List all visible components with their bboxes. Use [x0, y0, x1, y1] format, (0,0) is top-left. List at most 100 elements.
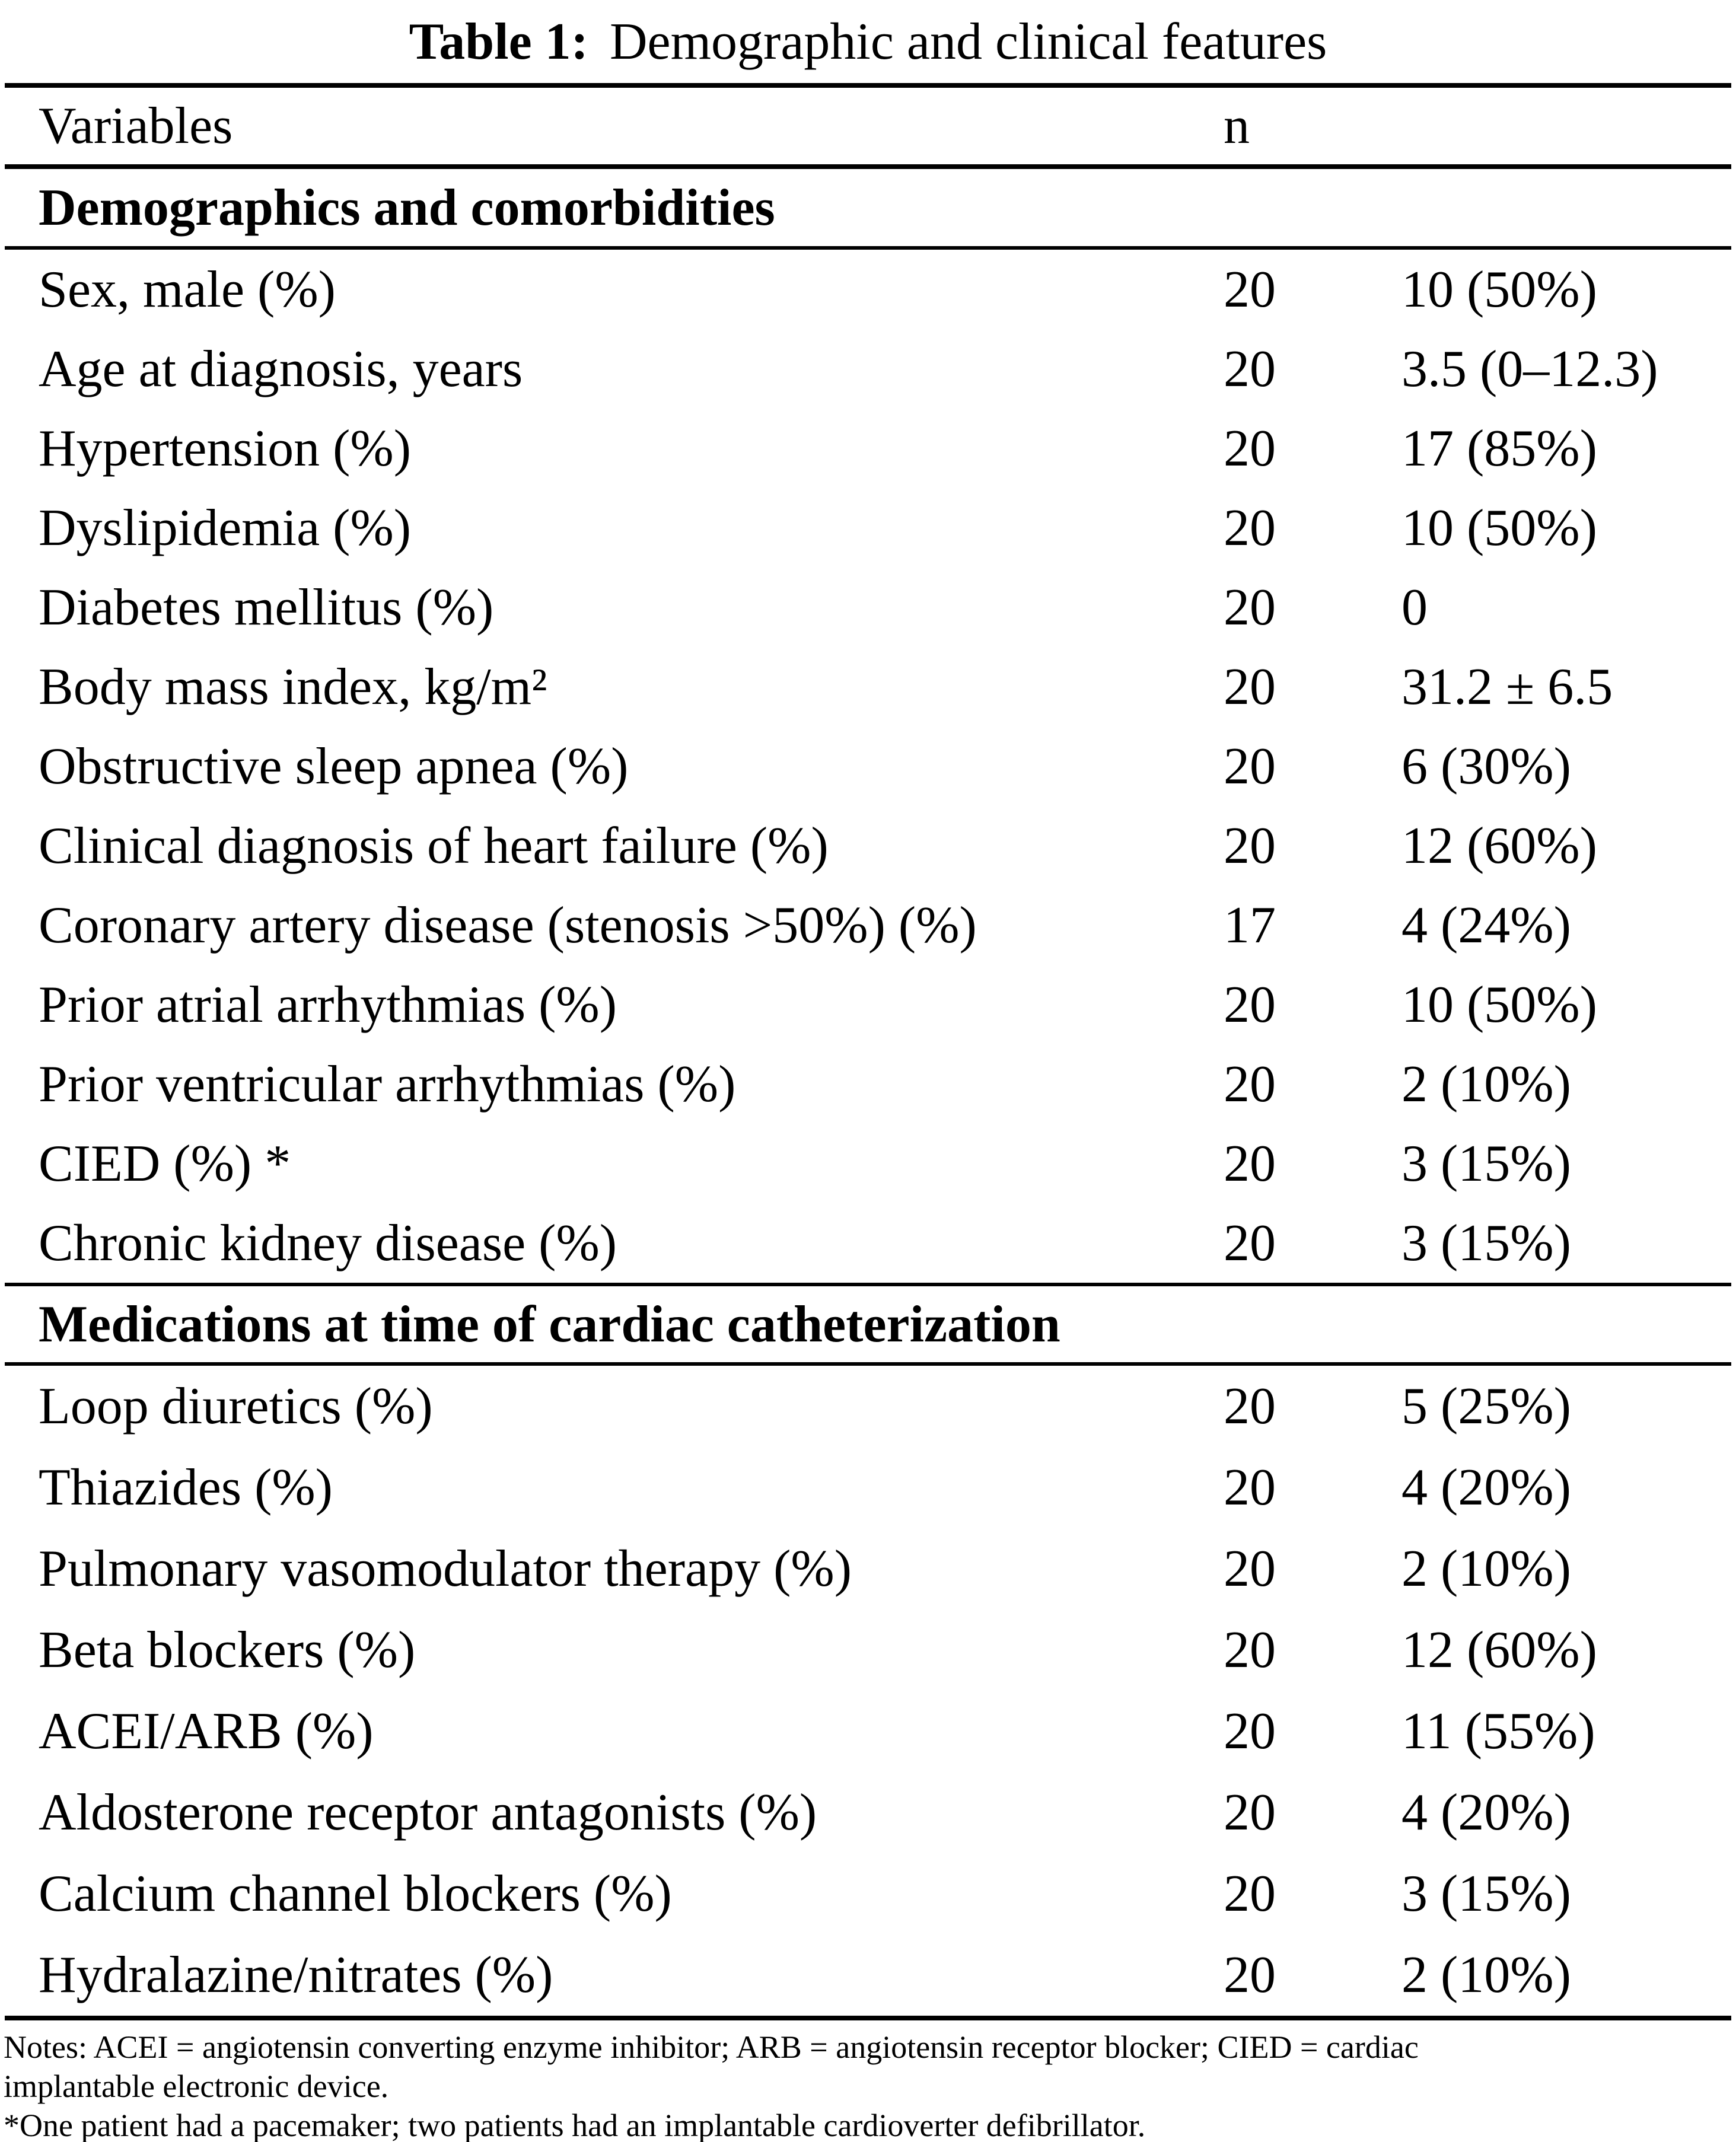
row-n: 20: [1224, 817, 1276, 875]
row-n: 20: [1224, 578, 1276, 636]
row-n: 20: [1224, 737, 1276, 795]
row-value: 5 (25%): [1401, 1378, 1571, 1435]
row-label: ACEI/ARB (%): [39, 1703, 374, 1760]
row-value: 4 (20%): [1401, 1459, 1571, 1516]
row-label: Beta blockers (%): [39, 1621, 416, 1679]
row-value: 4 (20%): [1401, 1784, 1571, 1841]
column-header-row: Variables n: [0, 88, 1736, 164]
row-label: Prior atrial arrhythmias (%): [39, 976, 617, 1034]
row-n: 20: [1224, 499, 1276, 557]
rule-below-header: [5, 164, 1731, 169]
row-label: Calcium channel blockers (%): [39, 1865, 672, 1923]
table-row: Sex, male (%) 20 10 (50%): [0, 250, 1736, 329]
table-title-text: Demographic and clinical features: [609, 12, 1327, 71]
note-line: implantable electronic device.: [4, 2068, 389, 2104]
row-n: 20: [1224, 976, 1276, 1034]
table-row: Obstructive sleep apnea (%) 20 6 (30%): [0, 726, 1736, 806]
table-row: Hypertension (%) 20 17 (85%): [0, 409, 1736, 488]
row-label: Loop diuretics (%): [39, 1378, 433, 1435]
rule-bottom: [5, 2016, 1731, 2020]
row-label: Diabetes mellitus (%): [39, 578, 494, 636]
row-n: 20: [1224, 419, 1276, 477]
note-line: *One patient had a pacemaker; two patien…: [4, 2108, 1146, 2142]
row-label: Dyslipidemia (%): [39, 499, 412, 557]
rule-above-medications-header: [5, 1283, 1731, 1286]
table-row: Calcium channel blockers (%) 20 3 (15%): [0, 1853, 1736, 1934]
note-line: Notes: ACEI = angiotensin converting enz…: [4, 2029, 1419, 2065]
row-value: 10 (50%): [1401, 499, 1597, 557]
row-value: 10 (50%): [1401, 976, 1597, 1034]
row-n: 20: [1224, 1946, 1276, 2004]
section-header-medications: Medications at time of cardiac catheteri…: [39, 1295, 1060, 1353]
row-n: 20: [1224, 1134, 1276, 1193]
row-value: 3 (15%): [1401, 1134, 1571, 1193]
row-value: 12 (60%): [1401, 1621, 1597, 1679]
row-value: 3 (15%): [1401, 1214, 1571, 1272]
row-label: Obstructive sleep apnea (%): [39, 737, 629, 795]
table-row: Age at diagnosis, years 20 3.5 (0–12.3): [0, 329, 1736, 409]
table-row: Beta blockers (%) 20 12 (60%): [0, 1609, 1736, 1691]
rule-top: [5, 83, 1731, 88]
row-value: 17 (85%): [1401, 419, 1597, 477]
table-row: Coronary artery disease (stenosis >50%) …: [0, 885, 1736, 965]
row-value: 2 (10%): [1401, 1946, 1571, 2004]
row-n: 20: [1224, 1621, 1276, 1679]
table-row: Body mass index, kg/m² 20 31.2 ± 6.5: [0, 647, 1736, 726]
row-label: Body mass index, kg/m²: [39, 658, 547, 716]
table-notes: Notes: ACEI = angiotensin converting enz…: [0, 2020, 1736, 2142]
row-label: CIED (%) *: [39, 1134, 291, 1193]
row-label: Hypertension (%): [39, 419, 412, 477]
row-n: 17: [1224, 896, 1276, 954]
row-label: Pulmonary vasomodulator therapy (%): [39, 1540, 852, 1598]
row-label: Prior ventricular arrhythmias (%): [39, 1055, 736, 1113]
rule-below-demographics-header: [5, 246, 1731, 250]
row-n: 20: [1224, 1459, 1276, 1516]
table-row: Pulmonary vasomodulator therapy (%) 20 2…: [0, 1528, 1736, 1609]
row-n: 20: [1224, 1703, 1276, 1760]
section-row-demographics: Demographics and comorbidities: [0, 169, 1736, 246]
row-n: 20: [1224, 1214, 1276, 1272]
row-value: 31.2 ± 6.5: [1401, 658, 1613, 716]
row-n: 20: [1224, 1784, 1276, 1841]
row-n: 20: [1224, 1865, 1276, 1923]
column-header-variables: Variables: [39, 97, 233, 155]
section-row-medications: Medications at time of cardiac catheteri…: [0, 1286, 1736, 1362]
row-label: Age at diagnosis, years: [39, 340, 523, 398]
table-row: Prior atrial arrhythmias (%) 20 10 (50%): [0, 965, 1736, 1044]
table-row: Prior ventricular arrhythmias (%) 20 2 (…: [0, 1044, 1736, 1124]
row-value: 10 (50%): [1401, 260, 1597, 318]
table-row: Loop diuretics (%) 20 5 (25%): [0, 1366, 1736, 1447]
row-label: Clinical diagnosis of heart failure (%): [39, 817, 829, 875]
column-header-n: n: [1224, 97, 1250, 155]
row-value: 2 (10%): [1401, 1055, 1571, 1113]
table-row: Clinical diagnosis of heart failure (%) …: [0, 806, 1736, 885]
row-value: 2 (10%): [1401, 1540, 1571, 1598]
row-label: Aldosterone receptor antagonists (%): [39, 1784, 817, 1841]
row-n: 20: [1224, 1540, 1276, 1598]
row-label: Chronic kidney disease (%): [39, 1214, 617, 1272]
row-n: 20: [1224, 1378, 1276, 1435]
table-row: CIED (%) * 20 3 (15%): [0, 1124, 1736, 1203]
table-row: ACEI/ARB (%) 20 11 (55%): [0, 1691, 1736, 1772]
row-label: Thiazides (%): [39, 1459, 333, 1516]
table-row: Dyslipidemia (%) 20 10 (50%): [0, 488, 1736, 568]
section-header-demographics: Demographics and comorbidities: [39, 179, 775, 237]
rule-below-medications-header: [5, 1362, 1731, 1366]
row-n: 20: [1224, 658, 1276, 716]
table-title: Table 1: Demographic and clinical feature…: [0, 0, 1736, 83]
row-label: Sex, male (%): [39, 260, 336, 318]
row-n: 20: [1224, 340, 1276, 398]
table-row: Aldosterone receptor antagonists (%) 20 …: [0, 1772, 1736, 1853]
row-label: Hydralazine/nitrates (%): [39, 1946, 553, 2004]
row-value: 11 (55%): [1401, 1703, 1595, 1760]
table-title-prefix: Table 1:: [409, 12, 588, 71]
row-value: 4 (24%): [1401, 896, 1571, 954]
row-value: 3 (15%): [1401, 1865, 1571, 1923]
table-row: Thiazides (%) 20 4 (20%): [0, 1447, 1736, 1528]
table-row: Chronic kidney disease (%) 20 3 (15%): [0, 1203, 1736, 1283]
row-value: 6 (30%): [1401, 737, 1571, 795]
row-n: 20: [1224, 260, 1276, 318]
table-row: Hydralazine/nitrates (%) 20 2 (10%): [0, 1934, 1736, 2016]
table-row: Diabetes mellitus (%) 20 0: [0, 568, 1736, 647]
